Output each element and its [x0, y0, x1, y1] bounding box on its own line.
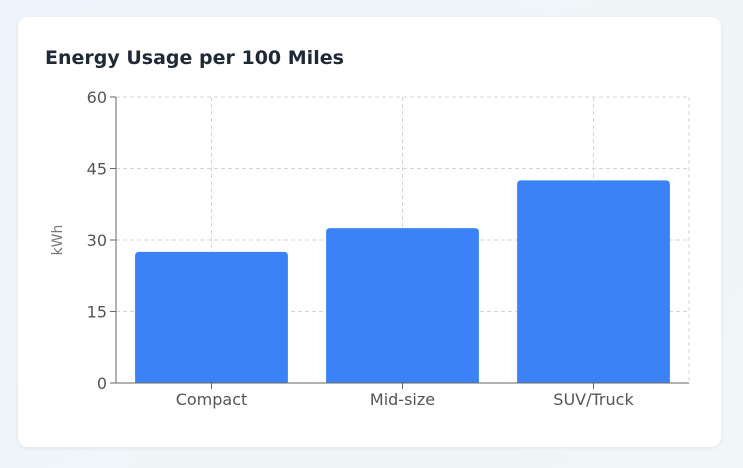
- y-tick-label: 0: [97, 374, 107, 393]
- y-tick-label: 30: [87, 231, 107, 250]
- bar-mid-size: [326, 228, 479, 383]
- chart-card: Energy Usage per 100 Miles 0 15 30 45 60 Comp…: [18, 17, 721, 447]
- bar-chart: 0 15 30 45 60 Compact Mid-size SUV/Truck kWh: [50, 88, 690, 409]
- y-tick-label: 15: [87, 303, 107, 322]
- chart-title: Energy Usage per 100 Miles: [45, 47, 344, 69]
- y-tick-label: 45: [87, 160, 107, 179]
- y-axis-label: kWh: [50, 225, 66, 256]
- x-tick-label: SUV/Truck: [553, 390, 634, 409]
- x-tick-label: Compact: [176, 390, 248, 409]
- bar-suv-truck: [517, 180, 670, 383]
- y-tick-label: 60: [87, 88, 107, 107]
- bar-compact: [135, 251, 288, 383]
- x-tick-label: Mid-size: [370, 390, 435, 409]
